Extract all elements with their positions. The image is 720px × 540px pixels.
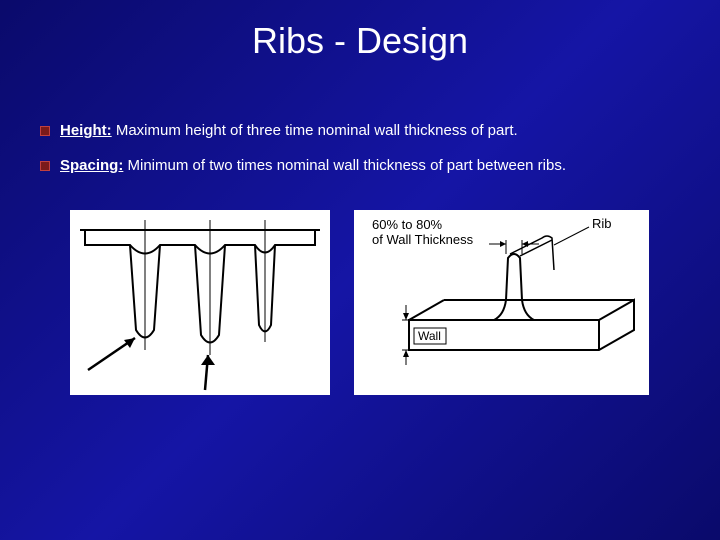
bullet-text: Height: Maximum height of three time nom… xyxy=(60,122,518,139)
bullet-height: Height: Maximum height of three time nom… xyxy=(40,122,680,139)
content-area: Height: Maximum height of three time nom… xyxy=(0,72,720,174)
ribs-spacing-svg xyxy=(70,210,330,395)
slide-title: Ribs - Design xyxy=(0,0,720,72)
diagram-rib-thickness: 60% to 80% of Wall Thickness Rib Wall xyxy=(354,210,649,395)
bullet-label: Height: xyxy=(60,122,112,139)
percent-thickness-label: 60% to 80% of Wall Thickness xyxy=(372,218,473,248)
bullet-body: Maximum height of three time nominal wal… xyxy=(112,122,518,139)
bullet-marker-icon xyxy=(40,126,50,136)
diagram-ribs-spacing xyxy=(70,210,330,395)
bullet-label: Spacing: xyxy=(60,157,123,174)
wall-label: Wall xyxy=(418,329,441,343)
bullet-spacing: Spacing: Minimum of two times nominal wa… xyxy=(40,157,680,174)
diagrams-row: 60% to 80% of Wall Thickness Rib Wall xyxy=(0,192,720,395)
bullet-marker-icon xyxy=(40,161,50,171)
bullet-text: Spacing: Minimum of two times nominal wa… xyxy=(60,157,566,174)
rib-label: Rib xyxy=(592,216,612,231)
bullet-body: Minimum of two times nominal wall thickn… xyxy=(123,157,566,174)
